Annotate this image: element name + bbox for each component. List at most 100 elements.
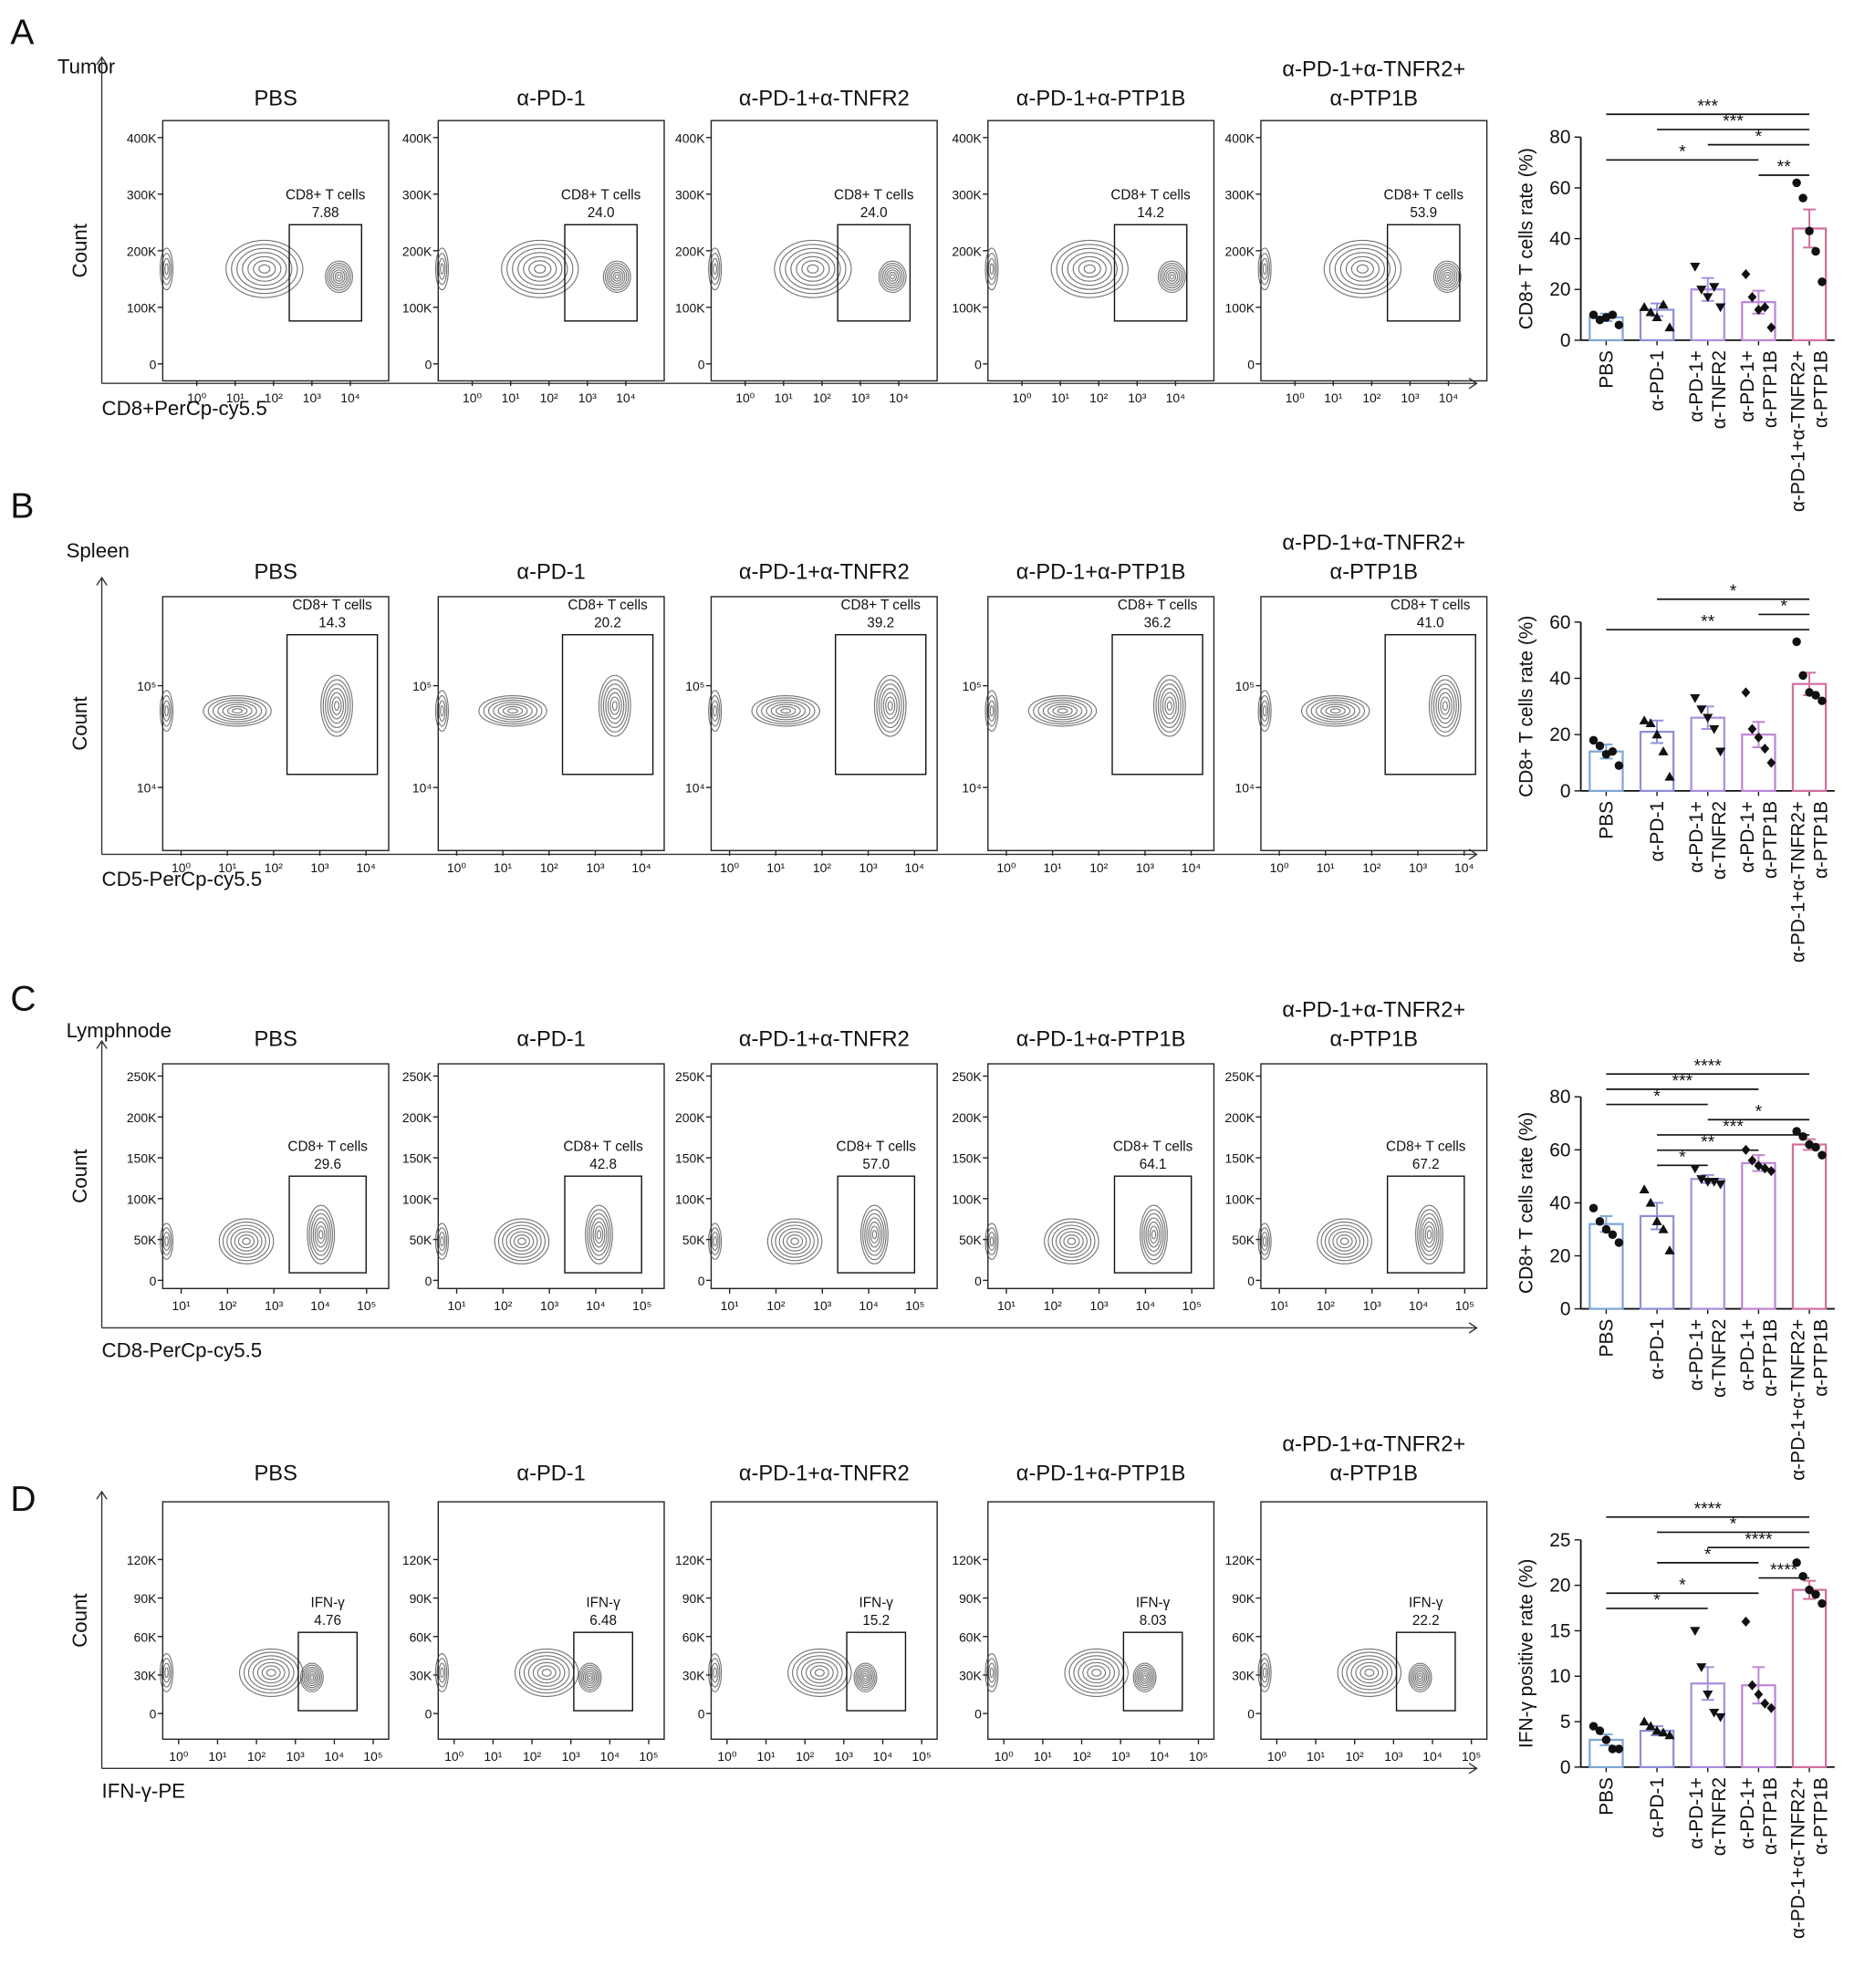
contour [868, 1221, 881, 1248]
contour-group [1257, 1204, 1443, 1265]
contour-group [984, 674, 1186, 737]
flow-x-tick-label: 10² [1362, 390, 1380, 405]
flow-plot-frame [1260, 1501, 1488, 1740]
gate-label: CD8+ T cells [563, 1139, 643, 1154]
contour [882, 265, 903, 289]
contour [523, 1655, 570, 1691]
flow-y-tick-label: 150K [127, 1151, 157, 1166]
flow-plot-title: α-PD-1+α-PTP1B [1016, 560, 1186, 584]
contour [863, 1674, 868, 1681]
contour [301, 1664, 322, 1691]
contour [161, 253, 172, 286]
bar [1791, 1588, 1828, 1769]
gate [564, 224, 638, 322]
gate-value: 15.2 [862, 1613, 890, 1629]
bar-y-label: CD8+ T cells rate (%) [1516, 148, 1537, 329]
flow-x-tick-label: 10² [1317, 1298, 1335, 1313]
data-point [1645, 1721, 1656, 1731]
contour [303, 1666, 321, 1689]
contour [708, 1223, 723, 1260]
bar-y-tick-label: 20 [1549, 1245, 1570, 1266]
contour [266, 1669, 276, 1677]
contour [1444, 274, 1450, 280]
contour [602, 260, 631, 294]
contour [792, 1651, 848, 1694]
gate [288, 1175, 367, 1274]
contour [328, 265, 349, 289]
contour [438, 257, 446, 280]
contour [1157, 683, 1182, 729]
flow-y-tick-label: 10⁵ [963, 679, 982, 693]
data-point [1690, 1627, 1701, 1637]
contour [218, 1218, 275, 1265]
contour-group [434, 239, 631, 298]
contour [585, 1204, 613, 1265]
bar-category-label: PBS [1596, 1777, 1617, 1816]
data-point [1811, 246, 1820, 256]
flow-y-tick-label: 0 [698, 357, 705, 371]
contour [708, 690, 723, 733]
flow-x-tick-label: 10² [813, 390, 831, 405]
gate [297, 1631, 359, 1712]
significance-label: * [1679, 1148, 1686, 1168]
data-point [1760, 744, 1770, 755]
bar-category-label: PBS [1596, 801, 1617, 839]
bar-category-label: α-PTP1B [1811, 801, 1832, 879]
contour [1261, 1662, 1269, 1683]
contour [711, 700, 719, 722]
flow-x-tick-label: 10¹ [172, 1298, 191, 1313]
flow-x-tick-label: 10³ [1384, 1749, 1402, 1764]
contour [787, 1648, 852, 1697]
contour [604, 263, 630, 291]
flow-x-tick-label: 10⁰ [735, 390, 755, 405]
contour [1419, 1213, 1440, 1256]
bar-y-tick-label: 25 [1549, 1530, 1570, 1551]
flow-x-tick-label: 10⁰ [463, 390, 482, 405]
flow-x-tick-label: 10³ [1401, 390, 1419, 405]
gate [1384, 634, 1476, 775]
contour [1155, 679, 1184, 733]
bar-category-label: PBS [1596, 1319, 1617, 1358]
contour [1055, 1227, 1088, 1255]
contour [614, 274, 620, 280]
flow-plot-frame [987, 596, 1215, 851]
bar-category-label: α-PD-1 [1647, 1319, 1668, 1380]
contour [325, 260, 353, 294]
flow-x-label: IFN-γ-PE [102, 1779, 185, 1802]
gate [573, 1631, 633, 1712]
contour [312, 1217, 329, 1253]
flow-x-tick-label: 10⁰ [1286, 390, 1305, 405]
bar-category-label: α-PTP1B [1760, 801, 1781, 879]
contour [497, 1221, 546, 1262]
flow-y-tick-label: 30K [959, 1669, 982, 1683]
flow-y-tick-label: 30K [134, 1669, 157, 1683]
contour [866, 1217, 883, 1253]
contour [1432, 260, 1462, 294]
flow-y-tick-label: 200K [1225, 244, 1255, 258]
contour [1332, 1231, 1357, 1252]
data-point [1658, 746, 1669, 755]
contour [986, 253, 997, 286]
flow-x-tick-label: 10¹ [1270, 1298, 1288, 1313]
flow-x-tick-label: 10⁵ [363, 1749, 382, 1764]
flow-x-tick-label: 10⁰ [1270, 860, 1289, 875]
flow-y-tick-label: 150K [402, 1151, 432, 1166]
contour [1134, 1664, 1155, 1691]
contour [534, 264, 547, 274]
contour [1044, 1218, 1099, 1265]
flow-plot-title: α-PD-1 [516, 560, 585, 584]
data-point [1639, 715, 1650, 724]
contour [1165, 269, 1179, 285]
contour [1410, 1664, 1431, 1691]
contour [434, 247, 449, 291]
contour [232, 708, 243, 714]
flow-y-tick-label: 50K [959, 1233, 982, 1247]
flow-x-tick-label: 10³ [1128, 390, 1146, 405]
flow-plot-title: α-PTP1B [1330, 87, 1418, 110]
gate [1113, 224, 1188, 322]
contour [1339, 1237, 1349, 1245]
flow-plot-frame [437, 1501, 665, 1740]
flow-y-tick-label: 400K [402, 130, 432, 145]
contour [1067, 1237, 1077, 1245]
contour [162, 700, 171, 722]
